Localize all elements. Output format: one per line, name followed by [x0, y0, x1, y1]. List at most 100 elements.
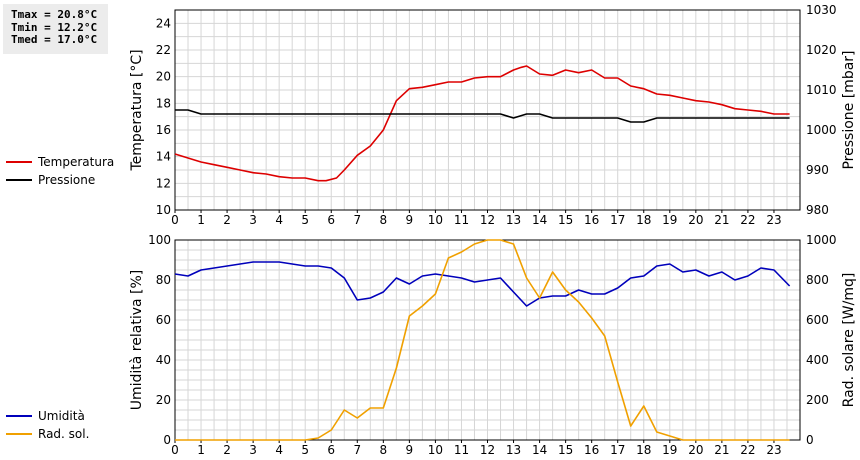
panel1-y-left-tick-label: 18: [156, 96, 171, 110]
panel1-x-tick-label: 11: [454, 213, 469, 227]
panel1-x-tick-label: 13: [506, 213, 521, 227]
panel1-y-left-tick-label: 10: [156, 203, 171, 217]
panel1-x-tick-label: 8: [380, 213, 388, 227]
legend-swatch-pressione: [6, 179, 32, 181]
panel1-x-tick-label: 1: [197, 213, 205, 227]
panel1-y-left-tick-label: 22: [156, 43, 171, 57]
panel1-x-tick-label: 19: [662, 213, 677, 227]
panel1-x-tick-label: 6: [327, 213, 335, 227]
panel2-y-right-axis-label: Rad. solare [W/mq]: [841, 273, 857, 408]
panel1-y-right-tick-label: 1020: [806, 43, 837, 57]
panel2-x-tick-label: 11: [454, 443, 469, 457]
series-temperatura-line: [174, 65, 790, 182]
panel2-y-left-tick-label: 20: [156, 393, 171, 407]
panel2-x-tick-label: 5: [301, 443, 309, 457]
panel1-y-left-tick-label: 24: [156, 16, 171, 30]
panel2-x-tick-label: 14: [532, 443, 547, 457]
panel1-x-tick-label: 0: [171, 213, 179, 227]
panel2-x-tick-label: 23: [766, 443, 781, 457]
panel2-y-left-tick-label: 100: [148, 233, 171, 247]
panel1-x-tick-label: 2: [223, 213, 231, 227]
panel1-y-left-tick-label: 14: [156, 150, 171, 164]
panel1-x-tick-label: 18: [636, 213, 651, 227]
panel1-x-tick-label: 12: [480, 213, 495, 227]
panel2-x-tick-label: 16: [584, 443, 599, 457]
panel2-x-tick-label: 8: [380, 443, 388, 457]
panel1-x-tick-label: 4: [275, 213, 283, 227]
legend-label-radsol: Rad. sol.: [38, 427, 90, 441]
legend-item-radsol: Rad. sol.: [6, 425, 89, 443]
legend-swatch-temperatura: [6, 161, 32, 163]
panel2-y-left-tick-label: 60: [156, 313, 171, 327]
panel1-x-tick-label: 23: [766, 213, 781, 227]
tmed-text: Tmed = 17.0°C: [11, 33, 98, 46]
legend-item-pressione: Pressione: [6, 171, 114, 189]
panel1-y-left-tick-label: 12: [156, 176, 171, 190]
panel1-y-right-tick-label: 990: [806, 163, 829, 177]
panel1-y-left-tick-label: 16: [156, 123, 171, 137]
series-pressione-line: [175, 109, 790, 123]
legend-swatch-umidita: [6, 415, 32, 417]
panel2-y-left-tick-label: 0: [163, 433, 171, 447]
panel2-x-tick-label: 13: [506, 443, 521, 457]
panel1-y-left-tick-label: 20: [156, 70, 171, 84]
panel2-y-right-tick-label: 1000: [806, 233, 837, 247]
panel2-x-tick-label: 12: [480, 443, 495, 457]
tmin-text: Tmin = 12.2°C: [11, 20, 98, 34]
panel2-y-right-tick-label: 800: [806, 273, 829, 287]
series-rad-sol-line: [175, 239, 790, 441]
panel1-x-tick-label: 9: [406, 213, 414, 227]
panel1-x-tick-label: 17: [610, 213, 625, 227]
panel1-x-tick-label: 16: [584, 213, 599, 227]
panel2-x-tick-label: 21: [714, 443, 729, 457]
panel1-x-tick-label: 5: [301, 213, 309, 227]
panel2-y-right-tick-label: 600: [806, 313, 829, 327]
panel2-x-tick-label: 10: [428, 443, 443, 457]
panel2-x-tick-label: 0: [171, 443, 179, 457]
panel2-x-tick-label: 2: [223, 443, 231, 457]
legend-label-temperatura: Temperatura: [38, 155, 115, 169]
panel2-x-tick-label: 3: [249, 443, 257, 457]
panel2-x-tick-label: 7: [353, 443, 361, 457]
panel1-y-right-tick-label: 1010: [806, 83, 837, 97]
panel1-x-tick-label: 15: [558, 213, 573, 227]
panel2-y-left-axis-label: Umidità relativa [%]: [129, 270, 145, 411]
legend-item-umidita: Umidità: [6, 407, 89, 425]
panel2-x-tick-label: 4: [275, 443, 283, 457]
panel1-x-tick-label: 14: [532, 213, 547, 227]
legend-item-temperatura: Temperatura: [6, 153, 114, 171]
panel1-y-right-axis-label: Pressione [mbar]: [841, 50, 857, 169]
panel2-y-right-tick-label: 0: [806, 433, 814, 447]
panel2-y-right-tick-label: 200: [806, 393, 829, 407]
panel1-x-tick-label: 10: [428, 213, 443, 227]
panel2-x-tick-label: 1: [197, 443, 205, 457]
panel2-x-tick-label: 17: [610, 443, 625, 457]
panel2-x-tick-label: 18: [636, 443, 651, 457]
series-umidita-line: [174, 261, 791, 307]
panel2-y-left-tick-label: 40: [156, 353, 171, 367]
legend-top: Temperatura Pressione: [6, 153, 114, 189]
stats-box: Tmax = 20.8°C Tmin = 12.2°C Tmed = 17.0°…: [3, 4, 108, 54]
panel2-y-right-tick-label: 400: [806, 353, 829, 367]
panel1-x-tick-label: 21: [714, 213, 729, 227]
panel2-x-tick-label: 20: [688, 443, 703, 457]
legend-label-umidita: Umidità: [38, 409, 85, 423]
panel1-x-tick-label: 3: [249, 213, 257, 227]
panel2-x-tick-label: 22: [740, 443, 755, 457]
panel1-y-right-tick-label: 1000: [806, 123, 837, 137]
panel1-x-tick-label: 20: [688, 213, 703, 227]
panel2-x-tick-label: 19: [662, 443, 677, 457]
legend-bottom: Umidità Rad. sol.: [6, 407, 89, 443]
panel2-x-tick-label: 15: [558, 443, 573, 457]
panel2-x-tick-label: 6: [327, 443, 335, 457]
panel2-y-left-tick-label: 80: [156, 273, 171, 287]
panel2-x-tick-label: 9: [406, 443, 414, 457]
legend-swatch-radsol: [6, 433, 32, 435]
panel1-y-left-axis-label: Temperatura [°C]: [129, 49, 145, 171]
panel1-y-right-tick-label: 1030: [806, 3, 837, 17]
legend-label-pressione: Pressione: [38, 173, 96, 187]
panel1-x-tick-label: 22: [740, 213, 755, 227]
panel1-x-tick-label: 7: [353, 213, 361, 227]
tmax-text: Tmax = 20.8°C: [11, 8, 98, 21]
